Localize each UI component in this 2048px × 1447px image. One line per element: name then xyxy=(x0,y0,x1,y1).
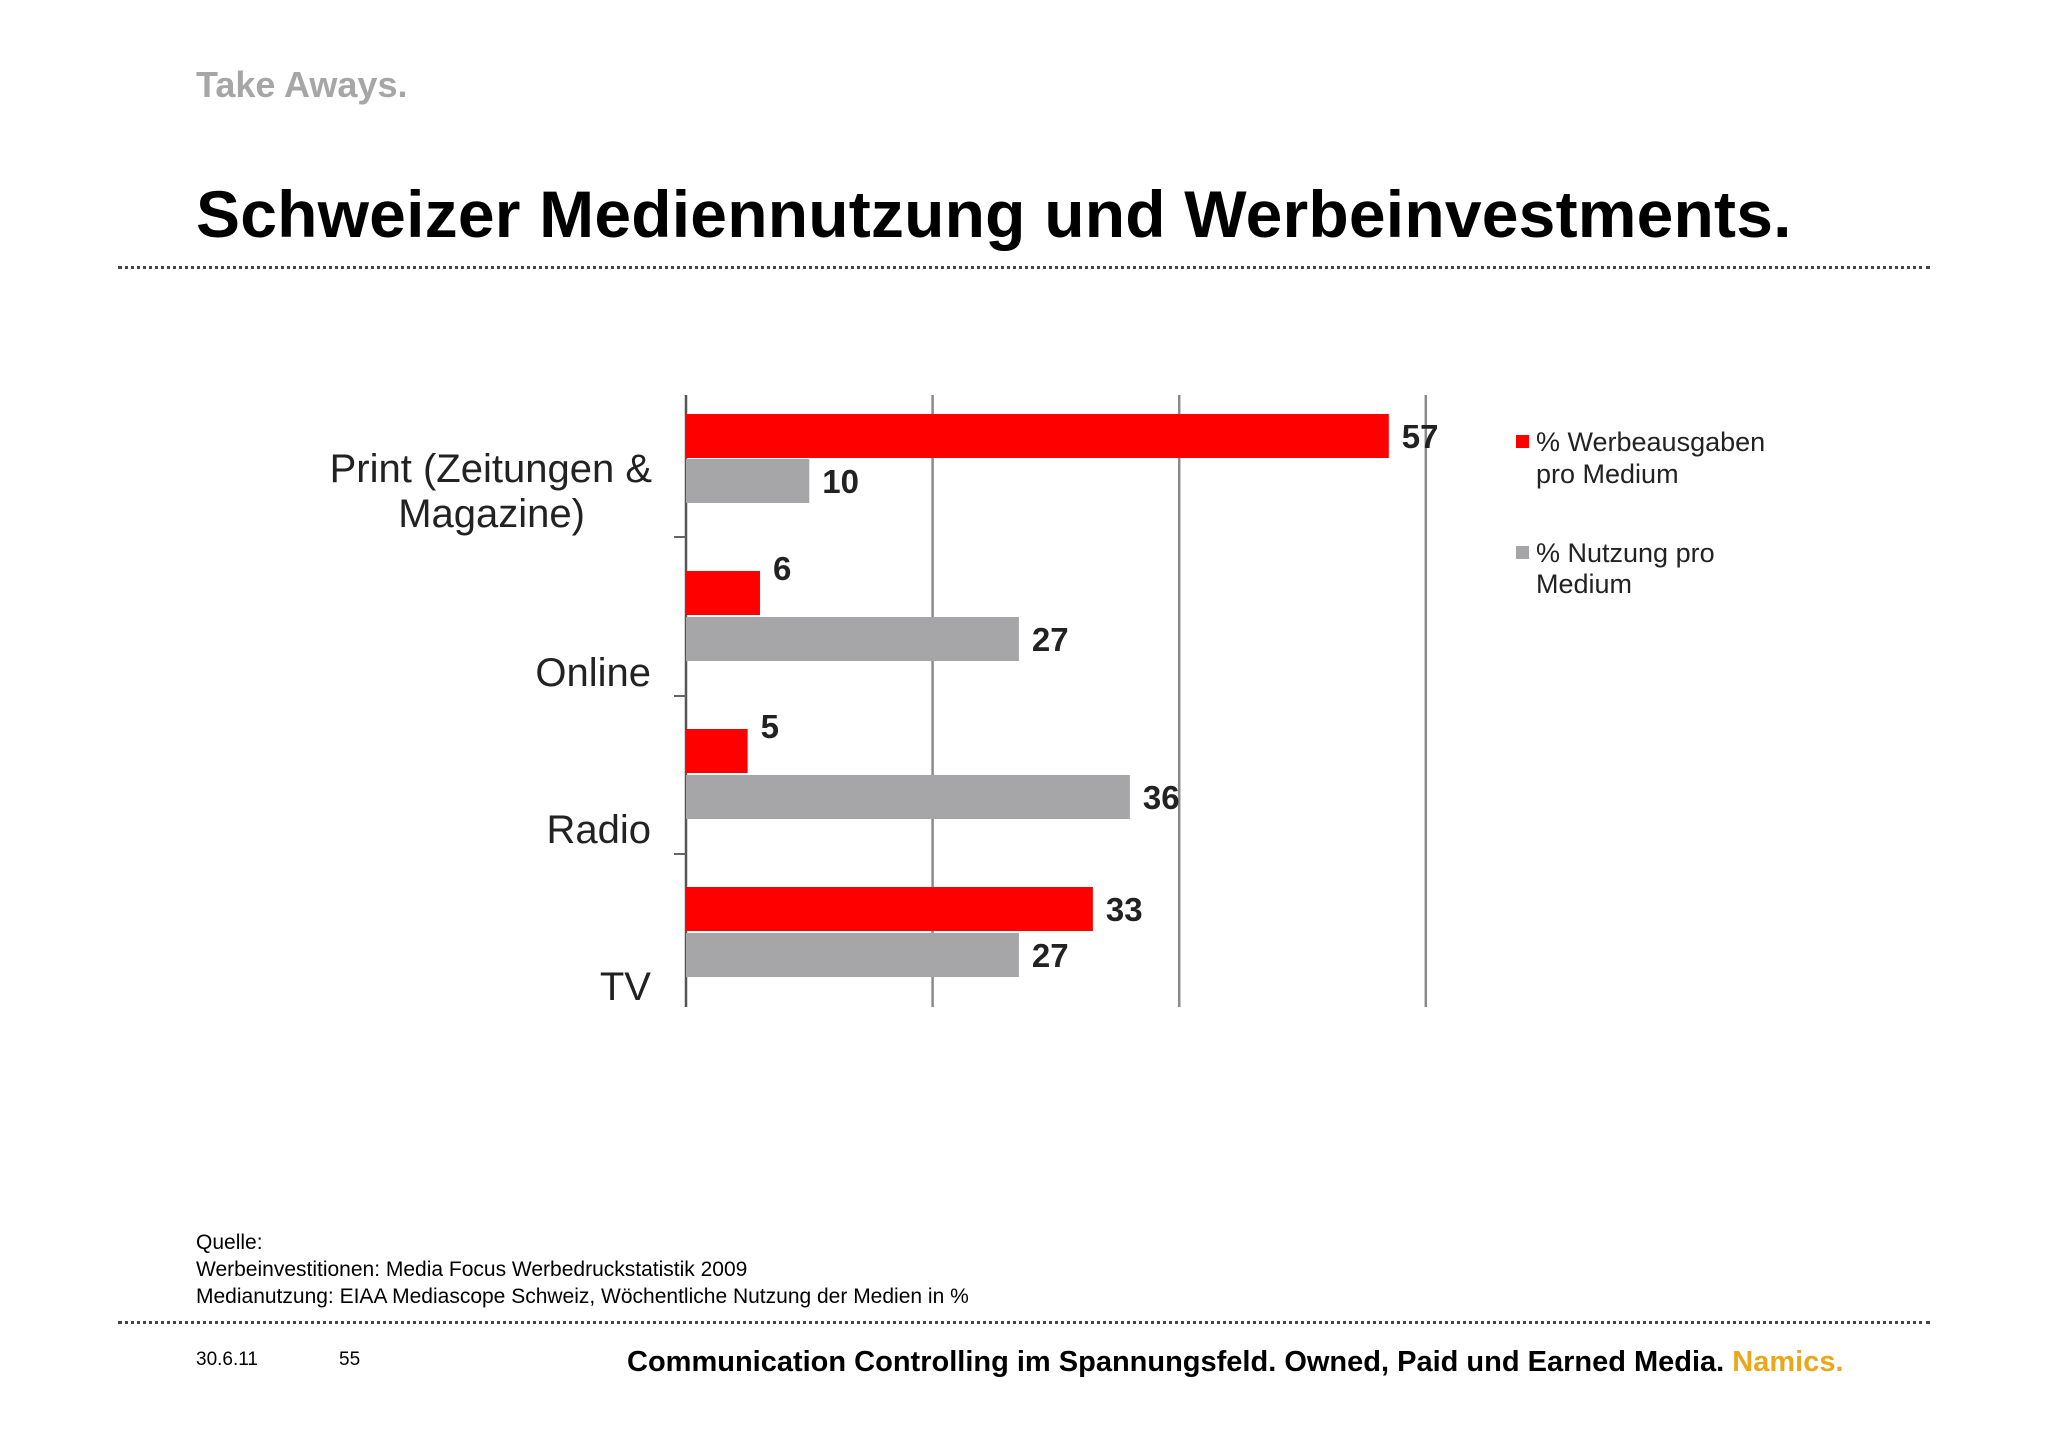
value-label-print-nutzung: 10 xyxy=(822,463,859,500)
bar-online-werbeausgaben xyxy=(686,571,760,615)
value-label-online-nutzung: 27 xyxy=(1032,621,1069,658)
bar-tv-werbeausgaben xyxy=(686,887,1093,931)
bar-radio-werbeausgaben xyxy=(686,729,748,773)
legend-label-werbeausgaben-1: % Werbeausgaben xyxy=(1536,427,1765,457)
section-kicker: Take Aways. xyxy=(196,64,408,105)
bottom-divider xyxy=(118,1321,1930,1324)
category-labels: Print (Zeitungen & Magazine) Online Radi… xyxy=(330,447,653,1009)
footer-text: Communication Controlling im Spannungsfe… xyxy=(627,1346,1844,1379)
source-line-1: Werbeinvestitionen: Media Focus Werbedru… xyxy=(196,1258,748,1281)
value-label-radio-nutzung: 36 xyxy=(1143,779,1180,816)
legend-swatch-nutzung xyxy=(1516,546,1529,559)
legend-label-nutzung-1: % Nutzung pro xyxy=(1536,538,1715,568)
brand-name: Namics. xyxy=(1732,1346,1844,1378)
value-label-print-werbeausgaben: 57 xyxy=(1402,418,1439,455)
value-label-tv-nutzung: 27 xyxy=(1032,937,1069,974)
source-heading: Quelle: xyxy=(196,1231,263,1254)
legend: % Werbeausgaben pro Medium % Nutzung pro… xyxy=(1516,427,1765,599)
value-label-tv-werbeausgaben: 33 xyxy=(1106,891,1143,928)
value-label-online-werbeausgaben: 6 xyxy=(773,550,791,587)
footer-title: Communication Controlling im Spannungsfe… xyxy=(627,1346,1725,1378)
source-line-2: Medianutzung: EIAA Mediascope Schweiz, W… xyxy=(196,1285,969,1308)
bar-print-werbeausgaben xyxy=(686,414,1389,458)
slide-title: Schweizer Mediennutzung und Werbeinvestm… xyxy=(196,177,1792,251)
value-label-radio-werbeausgaben: 5 xyxy=(761,708,779,745)
category-label-radio: Radio xyxy=(546,808,651,852)
bar-radio-nutzung xyxy=(686,775,1130,819)
legend-swatch-werbeausgaben xyxy=(1516,435,1529,448)
bar-online-nutzung xyxy=(686,617,1019,661)
source-note: Quelle: Werbeinvestitionen: Media Focus … xyxy=(196,1229,969,1310)
top-divider xyxy=(118,266,1930,269)
bars xyxy=(686,414,1389,977)
page-number: 55 xyxy=(339,1349,361,1370)
category-label-print-line1: Print (Zeitungen & xyxy=(330,447,653,491)
category-label-print-line2: Magazine) xyxy=(398,492,585,536)
category-label-tv: TV xyxy=(600,965,651,1009)
value-labels: 57 10 6 27 5 36 33 27 xyxy=(761,418,1439,974)
footer-date: 30.6.11 xyxy=(196,1349,258,1370)
legend-label-werbeausgaben-2: pro Medium xyxy=(1536,459,1679,489)
bar-print-nutzung xyxy=(686,459,810,503)
category-label-online: Online xyxy=(535,651,651,695)
legend-label-nutzung-2: Medium xyxy=(1536,569,1632,599)
bar-tv-nutzung xyxy=(686,933,1019,977)
